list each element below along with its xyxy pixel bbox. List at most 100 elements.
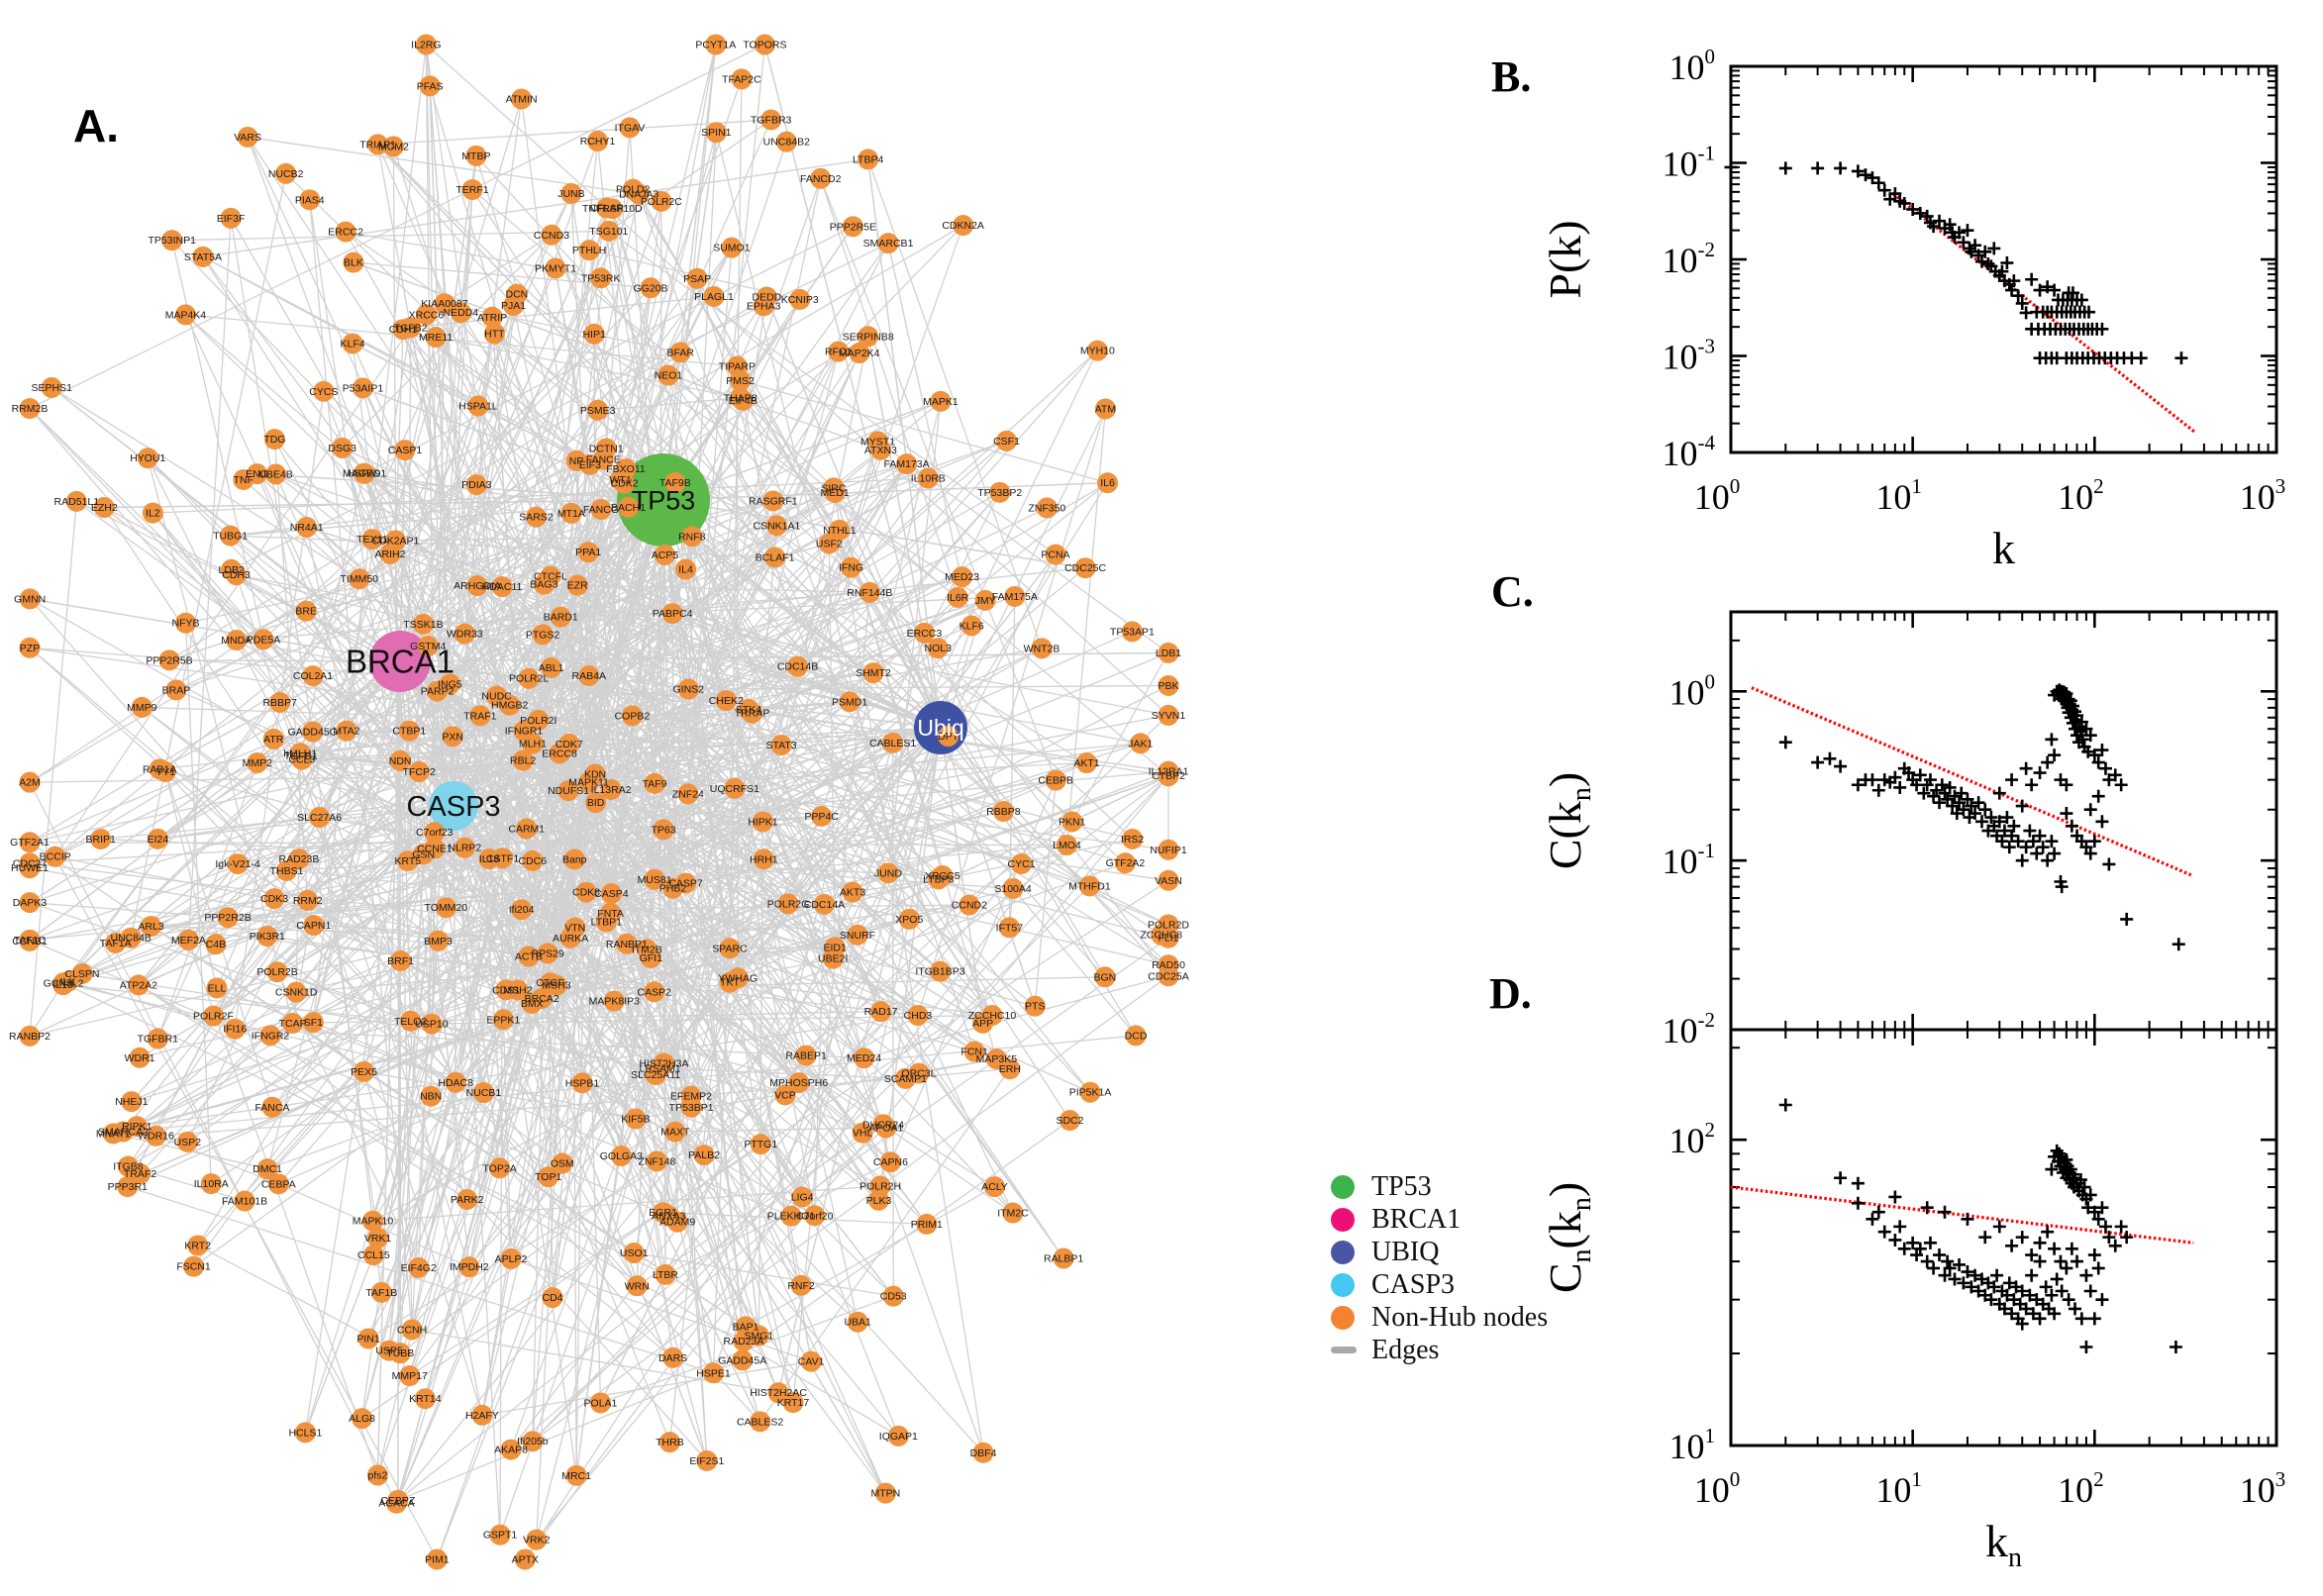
network-node <box>626 1275 648 1297</box>
network-node <box>566 574 588 596</box>
network-node <box>302 665 324 687</box>
network-node-label: KIAA0087 <box>421 298 467 310</box>
network-node-label: TP53BP2 <box>977 487 1022 499</box>
network-node-label: PLEKHO1 <box>767 1211 816 1223</box>
network-node-label: WRN <box>625 1280 650 1292</box>
network-node <box>1158 927 1179 948</box>
network-node-label: LTBP1 <box>591 917 622 929</box>
network-node-label: THAP8 <box>724 392 758 404</box>
hub-label-tp53: TP53 <box>632 485 696 515</box>
tp53-dot-icon <box>1331 1174 1355 1199</box>
network-node-label: MTA2 <box>333 726 359 738</box>
network-node-label: THRB <box>656 1437 684 1448</box>
network-node <box>644 772 665 794</box>
network-node <box>117 1176 139 1198</box>
network-node <box>434 293 455 315</box>
network-node-label: POLR2L <box>509 673 549 685</box>
network-node <box>810 167 832 189</box>
network-node-label: IL10 <box>52 979 73 991</box>
network-node <box>522 1431 544 1452</box>
network-node <box>483 323 505 345</box>
network-node-label: EZR <box>567 580 588 592</box>
network-node-label: KLF4 <box>341 338 365 349</box>
network-node <box>394 440 416 461</box>
axis-ticks <box>1729 64 2278 454</box>
legend-item-ubiq: UBIQ <box>1331 1236 1548 1268</box>
network-node <box>1045 769 1066 791</box>
network-node <box>811 805 833 827</box>
network-node <box>754 34 775 55</box>
network-node-label: PJA1 <box>501 300 526 312</box>
network-node-label: ARIH2 <box>375 549 406 560</box>
network-node-label: MAPK8IP3 <box>589 996 641 1008</box>
network-node-label: VHL <box>853 1128 873 1140</box>
network-node-label: MNDA <box>221 635 252 647</box>
network-node-label: VARS <box>234 132 261 144</box>
network-node-label: PIP5K1A <box>1069 1087 1112 1099</box>
network-node <box>877 862 899 884</box>
network-node-label: PABPC4 <box>653 608 693 620</box>
network-node-label: GSTM4 <box>410 641 446 652</box>
network-node-label: MSH2 <box>503 984 532 996</box>
plot-frame <box>1729 1028 2278 1447</box>
tick-label: 100 <box>1669 669 1716 712</box>
network-node-label: DEDD <box>752 292 781 304</box>
network-node-label: MMP9 <box>127 702 156 714</box>
network-node <box>93 497 115 519</box>
network-node <box>183 1255 205 1277</box>
tick-label: 103 <box>2240 1467 2286 1510</box>
network-node-label: COL2A1 <box>293 670 333 682</box>
network-node <box>916 1213 938 1235</box>
network-node-label: PMS2 <box>726 375 755 387</box>
network-node-label: IL2RG <box>411 40 441 51</box>
network-node-label: PKMYT1 <box>535 262 576 274</box>
network-node-label: ELL <box>208 982 227 994</box>
network-node-label: PEX5 <box>351 1066 377 1078</box>
network-node <box>1024 995 1046 1017</box>
network-node-label: KCNIP3 <box>781 294 819 306</box>
network-node <box>187 1235 209 1256</box>
legend-label: Edges <box>1371 1334 1440 1365</box>
network-node-label: ERH <box>999 1063 1021 1075</box>
network-node <box>823 477 845 499</box>
network-node <box>262 728 284 749</box>
network-node <box>540 565 561 587</box>
network-node <box>974 589 996 611</box>
network-node-label: TRIAP1 <box>359 139 396 150</box>
network-node <box>750 1134 771 1155</box>
network-node-label: BCLAF1 <box>756 552 795 564</box>
network-node-label: CDK7 <box>556 739 583 750</box>
network-node <box>246 463 267 485</box>
network-node-label: ERCC8 <box>542 748 577 759</box>
network-node <box>702 1362 724 1384</box>
network-node <box>564 917 586 939</box>
network-node-label: PIAS4 <box>295 194 325 206</box>
network-node-label: CDK8 <box>572 887 600 899</box>
network-node-label: CCL15 <box>357 1249 390 1261</box>
network-node-label: S100A4 <box>994 883 1032 895</box>
network-node-label: PPP2R5E <box>830 221 876 233</box>
network-node <box>522 849 544 871</box>
network-node <box>732 389 754 411</box>
network-node <box>302 721 324 743</box>
network-node-label: UBE2I <box>818 953 848 965</box>
network-node-label: MED1 <box>821 487 850 499</box>
network-node-label: TIMM50 <box>341 573 379 585</box>
network-node-label: TAF1A <box>100 938 132 949</box>
network-node-label: MT1A <box>557 508 585 520</box>
network-node <box>352 1408 373 1430</box>
network-node <box>894 1067 916 1089</box>
network-node <box>226 564 248 586</box>
fit-line <box>1730 1185 2194 1245</box>
network-node <box>247 751 268 773</box>
network-node-label: ZNF350 <box>1028 502 1065 514</box>
network-node-label: TOP2A <box>482 1162 516 1174</box>
network-node-label: HIST2H3A <box>639 1057 688 1069</box>
network-node <box>537 943 558 964</box>
network-node <box>354 462 375 484</box>
network-node <box>696 1449 718 1471</box>
network-node-label: VTN <box>564 923 585 935</box>
network-node <box>985 1048 1007 1070</box>
network-node <box>666 1211 688 1233</box>
network-node-label: SCAMP1 <box>884 1073 927 1085</box>
